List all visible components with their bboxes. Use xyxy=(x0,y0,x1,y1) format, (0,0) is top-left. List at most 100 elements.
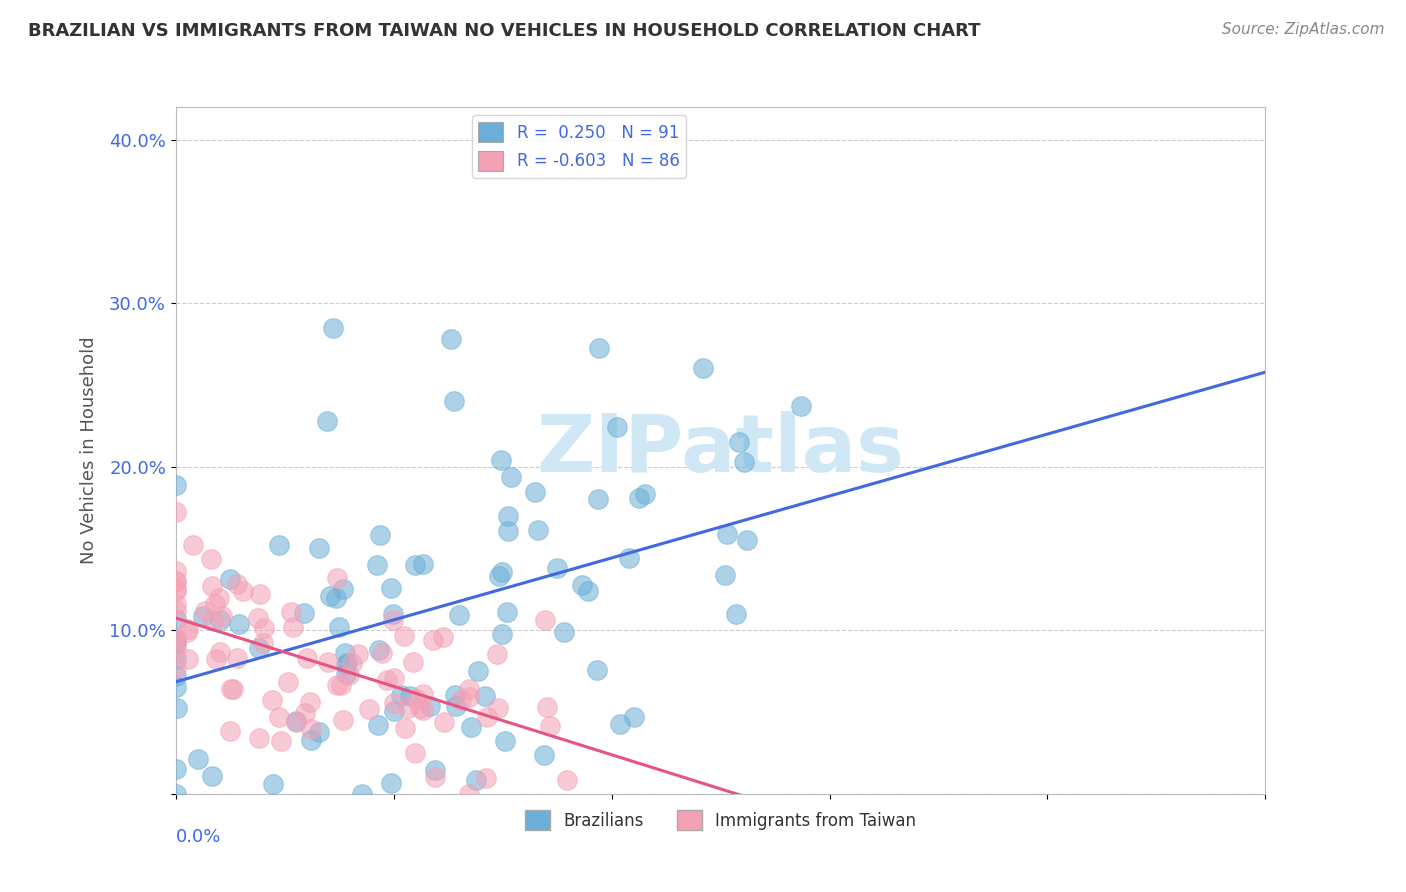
Point xyxy=(404,558,426,572)
Y-axis label: No Vehicles in Household: No Vehicles in Household xyxy=(80,336,98,565)
Point xyxy=(617,551,640,566)
Point xyxy=(177,622,200,636)
Point xyxy=(447,607,470,622)
Point xyxy=(201,579,224,593)
Point xyxy=(368,527,391,541)
Point xyxy=(337,668,360,682)
Point xyxy=(533,613,555,627)
Point xyxy=(301,722,323,736)
Point xyxy=(165,574,187,588)
Point xyxy=(285,714,308,729)
Point xyxy=(285,714,308,729)
Point xyxy=(366,558,388,572)
Point xyxy=(281,619,304,633)
Point xyxy=(191,608,214,623)
Text: ZIPatlas: ZIPatlas xyxy=(537,411,904,490)
Point xyxy=(165,652,187,666)
Point xyxy=(474,689,496,703)
Point xyxy=(232,583,254,598)
Point xyxy=(335,658,357,673)
Point xyxy=(340,656,363,670)
Point xyxy=(536,699,558,714)
Point xyxy=(432,630,454,644)
Point xyxy=(419,698,441,713)
Point xyxy=(692,361,714,376)
Point xyxy=(496,509,519,524)
Point xyxy=(325,591,347,606)
Point xyxy=(221,682,243,697)
Point xyxy=(298,695,321,709)
Point xyxy=(412,557,434,571)
Point xyxy=(496,605,519,619)
Point xyxy=(328,620,350,634)
Point xyxy=(460,720,482,734)
Point xyxy=(193,604,215,618)
Point xyxy=(458,690,481,705)
Point xyxy=(467,664,489,678)
Point xyxy=(165,763,187,777)
Point xyxy=(396,700,419,714)
Point xyxy=(789,399,811,413)
Point xyxy=(218,572,240,586)
Point xyxy=(165,505,187,519)
Point xyxy=(319,589,342,603)
Point xyxy=(533,748,555,763)
Point xyxy=(489,453,512,467)
Point xyxy=(392,629,415,643)
Point xyxy=(475,771,498,785)
Point xyxy=(724,607,747,621)
Point xyxy=(335,666,357,681)
Point xyxy=(165,636,187,650)
Point xyxy=(523,485,546,500)
Point xyxy=(165,641,187,656)
Point xyxy=(308,541,330,555)
Point xyxy=(332,713,354,727)
Point xyxy=(409,700,432,714)
Point xyxy=(488,569,510,583)
Point xyxy=(443,394,465,409)
Point xyxy=(252,636,274,650)
Point xyxy=(380,776,402,790)
Point xyxy=(262,777,284,791)
Point xyxy=(208,645,231,659)
Point xyxy=(247,731,270,746)
Point xyxy=(458,787,481,801)
Point xyxy=(165,564,187,578)
Point xyxy=(165,582,187,596)
Point xyxy=(555,773,578,788)
Point xyxy=(294,606,316,620)
Point xyxy=(165,661,187,675)
Point xyxy=(187,752,209,766)
Point xyxy=(458,682,481,697)
Point xyxy=(205,651,228,665)
Point xyxy=(326,570,349,584)
Point xyxy=(346,647,368,661)
Point xyxy=(165,632,187,647)
Point xyxy=(433,714,456,729)
Point xyxy=(211,608,233,623)
Text: Source: ZipAtlas.com: Source: ZipAtlas.com xyxy=(1222,22,1385,37)
Point xyxy=(412,703,434,717)
Point xyxy=(165,669,187,683)
Point xyxy=(270,733,292,747)
Point xyxy=(496,524,519,538)
Point xyxy=(494,733,516,747)
Point xyxy=(485,647,508,661)
Point xyxy=(165,611,187,625)
Point xyxy=(382,704,405,718)
Point xyxy=(201,614,224,628)
Point xyxy=(253,621,276,635)
Point xyxy=(399,689,422,703)
Point xyxy=(735,533,758,547)
Point xyxy=(209,613,232,627)
Point xyxy=(405,691,427,706)
Point xyxy=(177,652,200,666)
Point xyxy=(165,632,187,647)
Point xyxy=(166,701,188,715)
Point xyxy=(332,582,354,597)
Point xyxy=(439,332,461,346)
Point xyxy=(491,627,513,641)
Point xyxy=(382,613,405,627)
Point xyxy=(329,678,352,692)
Point xyxy=(316,414,339,428)
